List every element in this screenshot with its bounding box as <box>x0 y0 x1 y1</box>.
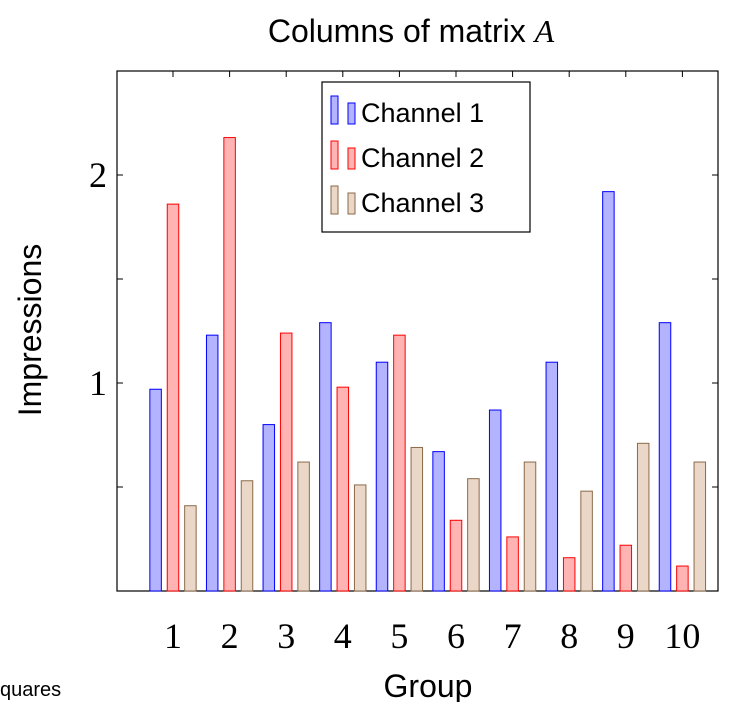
x-tick-label: 10 <box>664 616 700 656</box>
footer-note: quares <box>0 679 62 701</box>
legend-swatch <box>330 95 339 125</box>
bar-series3 <box>410 446 424 592</box>
x-tick-label: 8 <box>560 616 578 656</box>
legend-swatch <box>347 192 356 215</box>
bar-series2 <box>506 536 519 592</box>
bar-series3 <box>184 505 197 592</box>
bar-series1 <box>545 361 559 592</box>
legend-label: Channel 1 <box>361 98 484 128</box>
bar-series3 <box>353 484 367 592</box>
x-tick-label: 6 <box>447 616 465 656</box>
x-tick-label: 4 <box>334 616 352 656</box>
bar-series1 <box>602 191 615 592</box>
bar-series2 <box>223 137 236 592</box>
bar-series3 <box>636 442 650 592</box>
bar-series1 <box>375 361 389 592</box>
bar-series2 <box>166 203 180 592</box>
bar-series2 <box>562 557 576 592</box>
bar-series2 <box>676 565 689 592</box>
x-tick-label: 5 <box>390 616 408 656</box>
bar-series2 <box>279 332 293 592</box>
legend-label: Channel 3 <box>361 188 484 218</box>
chart-title: Columns of matrix A <box>268 13 555 49</box>
x-tick-label: 9 <box>617 616 635 656</box>
bar-series1 <box>432 451 445 592</box>
bar-series2 <box>393 334 406 592</box>
bar-series3 <box>467 478 480 592</box>
legend-swatch <box>330 140 339 170</box>
bar-series1 <box>658 322 672 592</box>
bar-series1 <box>149 388 162 592</box>
chart-title-variable: A <box>533 13 555 49</box>
bar-series3 <box>297 461 310 592</box>
x-axis-label: Group <box>384 668 473 702</box>
y-tick-label: 1 <box>89 363 107 403</box>
y-axis-label: Impressions <box>12 244 48 417</box>
x-tick-label: 7 <box>504 616 522 656</box>
bar-series2 <box>619 544 633 592</box>
bar-series2 <box>336 386 350 592</box>
bar-series1 <box>319 322 332 592</box>
legend-label: Channel 2 <box>361 143 484 173</box>
bar-series3 <box>580 490 593 592</box>
bar-series2 <box>449 519 463 592</box>
bar-series1 <box>205 334 219 592</box>
x-tick-label: 1 <box>164 616 182 656</box>
x-tick-label: 2 <box>221 616 239 656</box>
y-tick-label: 2 <box>89 155 107 195</box>
legend-swatch <box>347 102 356 125</box>
bar-series3 <box>523 461 537 592</box>
legend-swatch <box>347 147 356 170</box>
bar-series1 <box>262 424 276 592</box>
bar-series3 <box>693 461 707 592</box>
legend-box <box>321 81 531 233</box>
x-tick-label: 3 <box>277 616 295 656</box>
legend-swatch <box>330 185 339 215</box>
bar-series1 <box>488 409 502 592</box>
bar-series3 <box>240 480 254 592</box>
